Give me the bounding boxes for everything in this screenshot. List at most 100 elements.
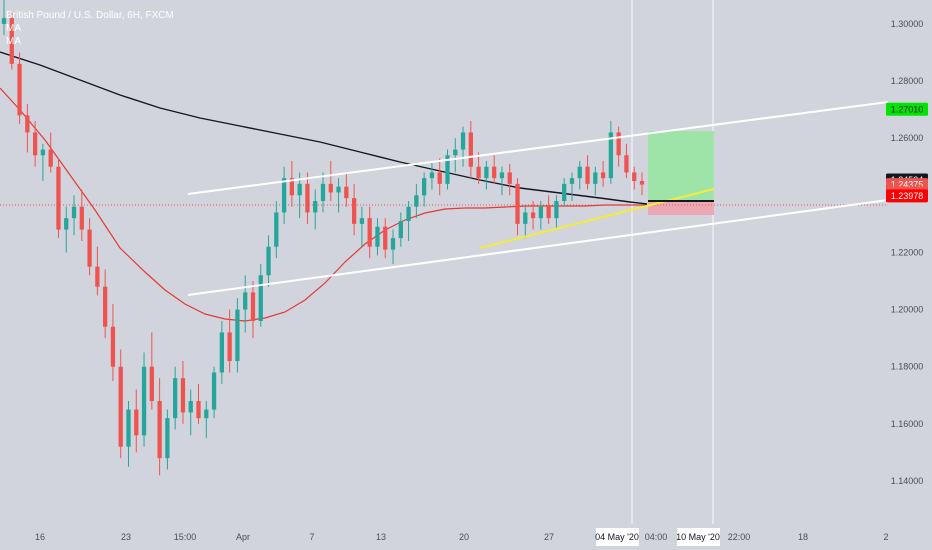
candle-body [460,132,466,150]
candle-body [95,266,100,287]
candle-body [48,149,53,167]
candle-body [211,372,217,410]
candle-body [414,195,419,207]
price-axis-tick: 1.28000 [891,76,924,86]
candle-body [87,229,92,267]
candle-body [266,246,271,276]
candle-body [600,172,606,179]
candle-body [196,401,201,419]
candle-body [639,181,645,185]
time-axis-tick: Apr [236,532,250,542]
candle-body [173,378,178,419]
time-axis-tick: 20 [459,532,469,542]
candle-body [328,183,333,193]
candle-body [103,286,108,327]
candle-body [17,63,22,116]
candle-body [390,238,396,250]
ma-slow-line [0,51,648,205]
candle-body [406,206,411,221]
stop-zone[interactable] [648,201,714,215]
candle-body [204,409,209,419]
candle-body [274,212,279,247]
candle-body [445,155,450,184]
time-axis-tick: 15:00 [174,532,197,542]
date-box [596,528,639,546]
candle-body [593,172,598,184]
price-tag-label: 1.23978 [891,191,924,201]
channel-upper-line[interactable] [187,101,889,195]
candle-body [1,18,7,24]
candle-body [492,166,497,179]
candle-body [624,155,629,173]
price-axis-tick: 1.20000 [891,305,924,315]
candle-body [25,115,30,133]
time-axis-tick: 22:00 [728,532,751,542]
candle-body [250,292,256,321]
candle-body [476,166,481,179]
target-zone[interactable] [648,131,714,201]
candle-body [297,183,302,196]
candle-body [134,409,139,436]
candle-body [632,172,637,181]
time-axis-tick: 18 [798,532,808,542]
candle-body [375,226,380,247]
candle-body [141,366,147,436]
candle-body [484,166,489,179]
price-axis-tick: 1.18000 [891,362,924,372]
candle-body [188,401,193,413]
indicator-ma-label: MA [6,23,21,34]
candle-body [9,18,14,64]
price-tag-label: 1.24375 [891,180,924,190]
candle-body [530,212,536,219]
candle-body [336,186,341,193]
price-tag [886,189,928,203]
date-box [677,528,720,546]
time-axis-tick: 7 [309,532,314,542]
candle-body [71,206,77,219]
candle-body [608,132,614,179]
channel-lower-line[interactable] [187,199,889,296]
candle-body [523,212,528,224]
time-axis-tick: 13 [376,532,386,542]
price-axis-tick: 1.22000 [891,247,924,257]
candle-body [157,401,162,459]
candle-body [32,132,38,156]
time-axis-date-label: 04 May '20 [595,532,639,542]
candle-body [515,183,520,224]
candle-body [577,166,582,179]
candle-body [429,172,435,179]
time-axis-date-label: 10 May '20 [676,532,720,542]
time-axis-tick: 27 [544,532,554,542]
candle-body [40,149,46,156]
candle-body [258,275,263,321]
indicator-ma-label: MA [6,36,21,47]
candle-body [569,178,575,184]
trendline[interactable] [479,188,715,249]
price-axis-tick: 1.26000 [891,133,924,143]
price-axis-tick: 1.30000 [891,19,924,29]
candle-body [165,418,170,459]
candle-body [437,172,442,184]
candle-body [320,183,326,201]
candle-body [243,292,248,310]
price-tag [886,102,928,116]
candle-body [422,178,427,196]
candle-body [313,201,318,213]
ma-fast-line [0,87,647,322]
candle-body [219,332,224,373]
candle-body [149,366,154,401]
candle-body [351,198,357,224]
symbol-title: British Pound / U.S. Dollar, 6H, FXCM [6,10,174,21]
candle-body [110,326,116,367]
price-axis-tick: 1.14000 [891,476,924,486]
time-axis-tick: 23 [121,532,131,542]
candle-body [367,218,372,247]
candle-body [499,172,505,179]
candle-body [562,183,567,201]
candle-body [538,206,543,219]
candle-body [118,366,123,447]
candle-body [507,172,512,184]
time-axis-tick: 2 [883,532,888,542]
